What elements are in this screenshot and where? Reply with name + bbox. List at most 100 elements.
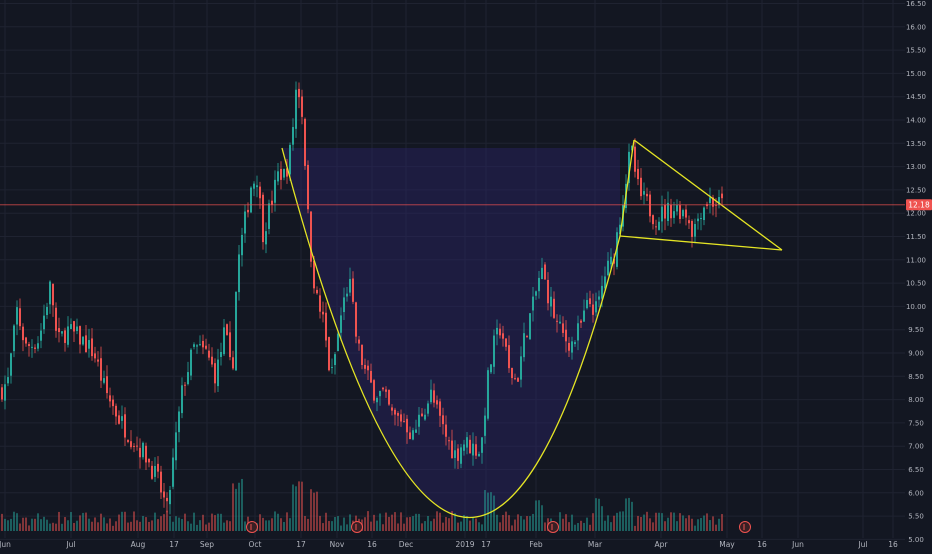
volume-bar: [604, 520, 606, 531]
volume-bar: [235, 488, 237, 531]
candle-body: [199, 344, 201, 346]
candle-body: [322, 311, 324, 315]
volume-bar: [19, 523, 21, 531]
candle-body: [316, 289, 318, 294]
volume-bar: [634, 525, 636, 531]
volume-bar: [262, 517, 264, 531]
volume-bar: [331, 521, 333, 531]
candle-body: [478, 453, 480, 457]
volume-bar: [196, 524, 198, 531]
volume-bar: [118, 514, 120, 531]
volume-bar: [409, 517, 411, 531]
candle-body: [148, 458, 150, 463]
candle-body: [70, 324, 72, 330]
volume-bar: [109, 518, 111, 531]
candle-body: [535, 291, 537, 296]
candle-body: [46, 306, 48, 316]
candle-body: [475, 444, 477, 456]
price-tick-label: 10.00: [906, 303, 926, 311]
earnings-event-icon[interactable]: [739, 521, 751, 533]
candle-body: [301, 96, 303, 117]
candle-body: [214, 363, 216, 384]
price-tick-label: 11.00: [906, 256, 926, 264]
volume-bar: [82, 512, 84, 531]
candle-body: [682, 210, 684, 217]
volume-bar: [601, 506, 603, 531]
candle-body: [367, 365, 369, 371]
candle-body: [154, 465, 156, 477]
volume-bar: [376, 520, 378, 531]
candle-body: [700, 218, 702, 220]
candle-body: [562, 323, 564, 333]
price-tick-label: 11.50: [906, 233, 926, 241]
price-tick-label: 14.00: [906, 117, 926, 125]
volume-bar: [202, 514, 204, 531]
cup-highlight-area: [282, 148, 620, 518]
volume-bar: [709, 520, 711, 531]
volume-bar: [694, 525, 696, 531]
candle-body: [595, 301, 597, 313]
candle-body: [655, 226, 657, 228]
volume-bar: [613, 515, 615, 531]
candle-body: [523, 333, 525, 358]
candle-body: [691, 220, 693, 237]
candle-body: [109, 395, 111, 402]
candle-body: [163, 491, 165, 498]
volume-bar: [40, 519, 42, 531]
earnings-event-icon[interactable]: [246, 521, 258, 533]
candle-body: [679, 205, 681, 219]
candle-body: [142, 442, 144, 458]
candle-body: [241, 234, 243, 256]
volume-bar: [181, 518, 183, 531]
candle-body: [610, 256, 612, 265]
volume-bar: [187, 521, 189, 531]
volume-bar: [238, 482, 240, 531]
volume-bar: [463, 515, 465, 531]
volume-bar: [388, 516, 390, 531]
cup-curve[interactable]: [281, 147, 621, 519]
volume-bar: [64, 517, 66, 531]
pennant-trendline[interactable]: [633, 139, 783, 251]
pennant-trendline[interactable]: [619, 139, 635, 237]
volume-bar: [715, 524, 717, 531]
volume-bar: [349, 514, 351, 531]
candle-body: [541, 267, 543, 280]
candle-body: [721, 193, 723, 199]
volume-bar: [10, 518, 12, 531]
volume-bar: [112, 525, 114, 531]
volume-bar: [397, 523, 399, 531]
candle-body: [283, 168, 285, 178]
volume-bar: [370, 521, 372, 531]
candle-body: [271, 200, 273, 205]
candle-body: [250, 187, 252, 213]
candle-body: [193, 344, 195, 347]
candle-body: [181, 385, 183, 414]
volume-bar: [427, 515, 429, 531]
earnings-event-icon[interactable]: [547, 521, 559, 533]
candle-body: [559, 321, 561, 324]
volume-bar: [508, 515, 510, 531]
volume-bar: [166, 510, 168, 531]
candle-body: [652, 215, 654, 225]
candle-body: [586, 300, 588, 309]
earnings-event-icon[interactable]: [351, 521, 363, 533]
candle-body: [676, 205, 678, 212]
volume-bar: [106, 523, 108, 531]
candle-body: [256, 185, 258, 188]
candle-body: [568, 342, 570, 351]
candle-body: [28, 344, 30, 347]
time-tick-label: Nov: [330, 540, 345, 549]
time-tick-label: Apr: [655, 540, 669, 549]
time-tick-label: Jul: [857, 540, 867, 549]
volume-bar: [211, 513, 213, 531]
candle-body: [439, 401, 441, 416]
candle-body: [496, 327, 498, 335]
candle-body: [394, 409, 396, 415]
candle-body: [304, 118, 306, 166]
pennant-trendline[interactable]: [619, 235, 783, 251]
candle-body: [232, 357, 234, 369]
volume-bar: [85, 512, 87, 531]
volume-bar: [52, 522, 54, 531]
